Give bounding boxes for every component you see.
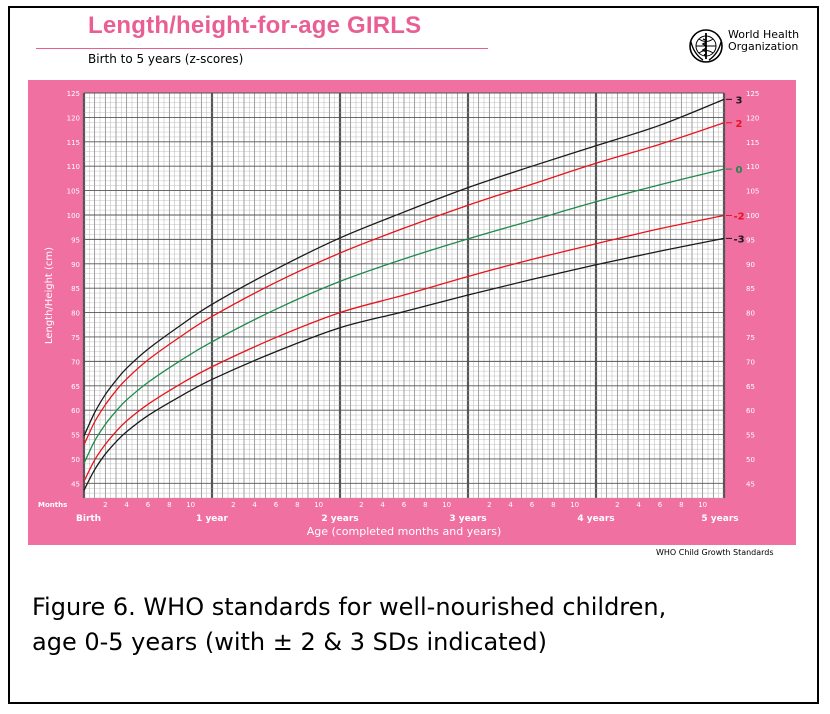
grid-lines (82, 92, 726, 499)
y-tick-label-left: 100 (67, 212, 80, 220)
y-tick-label-right: 100 (746, 212, 759, 220)
month-tick-label: 4 (124, 501, 129, 509)
y-tick-label-right: 95 (746, 236, 755, 244)
month-tick-label: 6 (402, 501, 407, 509)
y-tick-label-right: 50 (746, 456, 755, 464)
y-tick-label-left: 65 (71, 383, 80, 391)
who-emblem-icon (689, 29, 723, 63)
month-tick-label: 6 (146, 501, 151, 509)
y-tick-label-right: 60 (746, 407, 755, 415)
y-tick-label-left: 75 (71, 334, 80, 342)
organization-name-line2: Organization (728, 40, 799, 53)
series-label-z3: 3 (736, 95, 743, 106)
series-line-zminus2 (83, 214, 725, 482)
y-tick-label-right: 115 (746, 139, 759, 147)
y-tick-label-left: 45 (71, 480, 80, 488)
month-tick-label: 2 (487, 501, 491, 509)
series-label-z0: 0 (736, 165, 743, 176)
series-label-z2: 2 (736, 119, 743, 130)
month-tick-label: 4 (508, 501, 513, 509)
x-axis-label: Age (completed months and years) (307, 525, 502, 538)
month-tick-label: 10 (698, 501, 707, 509)
year-label: 1 year (196, 514, 228, 524)
y-tick-label-right: 105 (746, 188, 759, 196)
y-tick-label-right: 120 (746, 114, 759, 122)
organization-name-line1: World Health (728, 28, 800, 41)
month-tick-label: 8 (423, 501, 427, 509)
year-label: 4 years (577, 514, 614, 524)
y-tick-label-left: 50 (71, 456, 80, 464)
month-tick-label: 2 (615, 501, 619, 509)
y-tick-label-right: 45 (746, 480, 755, 488)
series-label-zminus2: -2 (733, 211, 744, 222)
month-tick-label: 4 (252, 501, 257, 509)
series-label-zminus3: -3 (733, 234, 744, 245)
y-tick-label-right: 70 (746, 358, 755, 366)
month-tick-label: 10 (186, 501, 195, 509)
month-tick-label: 10 (314, 501, 323, 509)
y-tick-label-left: 90 (71, 261, 80, 269)
y-tick-label-left: 55 (71, 432, 80, 440)
year-label: 3 years (449, 514, 486, 524)
series-line-z3 (83, 98, 725, 437)
year-label: 2 years (321, 514, 358, 524)
y-tick-label-right: 55 (746, 432, 755, 440)
month-tick-label: 8 (551, 501, 555, 509)
y-tick-label-right: 80 (746, 310, 755, 318)
y-tick-label-right: 65 (746, 383, 755, 391)
y-tick-label-left: 95 (71, 236, 80, 244)
y-tick-label-left: 60 (71, 407, 80, 415)
month-tick-label: 4 (636, 501, 641, 509)
y-axis-label: Length/Height (cm) (44, 247, 55, 344)
y-tick-label-left: 85 (71, 285, 80, 293)
month-tick-label: 4 (380, 501, 385, 509)
organization-name: World Health Organization (728, 29, 799, 53)
title-underline (36, 48, 488, 49)
year-label: 5 years (701, 514, 738, 524)
month-tick-label: 6 (658, 501, 663, 509)
y-tick-label-right: 110 (746, 163, 759, 171)
series-line-z2 (83, 122, 725, 446)
month-tick-label: 6 (530, 501, 535, 509)
month-tick-label: 8 (167, 501, 171, 509)
month-tick-label: 10 (442, 501, 451, 509)
month-tick-label: 2 (359, 501, 363, 509)
y-tick-label-left: 80 (71, 310, 80, 318)
chart-subtitle: Birth to 5 years (z-scores) (88, 52, 244, 66)
y-tick-label-right: 90 (746, 261, 755, 269)
month-tick-label: 2 (231, 501, 235, 509)
month-tick-label: 8 (295, 501, 299, 509)
month-tick-label: 10 (570, 501, 579, 509)
figure-caption: Figure 6. WHO standards for well-nourish… (32, 590, 792, 660)
series-line-zminus3 (83, 237, 725, 491)
month-tick-label: 8 (679, 501, 683, 509)
y-tick-label-left: 120 (67, 114, 80, 122)
year-label: Birth (76, 514, 101, 524)
standards-footnote: WHO Child Growth Standards (656, 548, 774, 557)
y-tick-label-right: 75 (746, 334, 755, 342)
y-tick-label-right: 85 (746, 285, 755, 293)
figure-caption-line2: age 0-5 years (with ± 2 & 3 SDs indicate… (32, 628, 547, 656)
series-line-z0 (83, 168, 725, 464)
months-label: Months (38, 501, 67, 509)
y-tick-label-left: 115 (67, 139, 80, 147)
y-tick-label-left: 70 (71, 358, 80, 366)
y-tick-label-left: 110 (67, 163, 80, 171)
y-tick-label-right: 125 (746, 90, 759, 98)
chart-title: Length/height-for-age GIRLS (88, 12, 422, 39)
month-tick-label: 2 (103, 501, 107, 509)
month-tick-label: 6 (274, 501, 279, 509)
y-tick-label-left: 105 (67, 188, 80, 196)
figure-caption-line1: Figure 6. WHO standards for well-nourish… (32, 593, 667, 621)
y-tick-label-left: 125 (67, 90, 80, 98)
